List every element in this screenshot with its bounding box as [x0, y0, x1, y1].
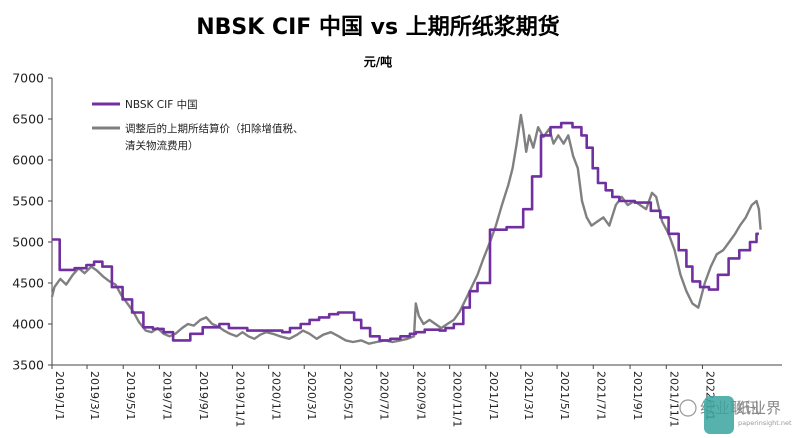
y-tick-label: 6500 — [12, 112, 44, 127]
series-line-nbsk — [52, 121, 759, 342]
x-tick-label: 2020/1/1 — [270, 371, 283, 420]
watermark-logo-text: 纸业界 — [736, 399, 781, 417]
y-tick-label: 4500 — [12, 276, 44, 291]
series-group — [50, 113, 762, 345]
x-tick-label: 2019/9/1 — [197, 371, 210, 420]
legend: NBSK CIF 中国 调整后的上期所结算价（扣除增值税、 清关物流费用） — [92, 98, 307, 152]
x-tick-label: 2021/11/1 — [667, 371, 680, 427]
series-line-shfe — [50, 113, 762, 345]
x-tick-label: 2019/11/1 — [233, 371, 246, 427]
watermark-url: paperinsight.net — [738, 419, 792, 427]
y-tick-label: 4000 — [12, 317, 44, 332]
y-tick-label: 5500 — [12, 194, 44, 209]
x-tick-label: 2020/9/1 — [414, 371, 427, 420]
chart-title: NBSK CIF 中国 vs 上期所纸浆期货 — [196, 14, 560, 40]
x-tick-label: 2021/9/1 — [631, 371, 644, 420]
x-tick-label: 2020/7/1 — [378, 371, 391, 420]
x-tick-label: 2019/3/1 — [88, 371, 101, 420]
watermark: 纸业联讯 纸业界 paperinsight.net — [679, 396, 792, 434]
x-tick-label: 2021/1/1 — [487, 371, 500, 420]
legend-label-shfe-line1: 调整后的上期所结算价（扣除增值税、 — [125, 122, 304, 135]
legend-label-shfe-line2: 清关物流费用） — [125, 139, 199, 152]
x-tick-label: 2021/5/1 — [558, 371, 571, 420]
wechat-icon — [679, 399, 697, 417]
x-tick-label: 2019/7/1 — [160, 371, 173, 420]
y-tick-label: 3500 — [12, 358, 44, 373]
legend-label-nbsk: NBSK CIF 中国 — [125, 98, 198, 111]
y-tick-label: 7000 — [12, 71, 44, 86]
x-tick-label: 2020/5/1 — [341, 371, 354, 420]
y-unit-label: 元/吨 — [364, 54, 392, 69]
watermark-logo-icon — [704, 396, 734, 434]
x-tick-label: 2019/5/1 — [124, 371, 137, 420]
y-tick-label: 6000 — [12, 153, 44, 168]
x-tick-label: 2019/1/1 — [53, 371, 66, 420]
x-tick-label: 2020/3/1 — [305, 371, 318, 420]
legend-label-shfe: 调整后的上期所结算价（扣除增值税、 清关物流费用） — [125, 122, 307, 152]
y-axis: 3500 4000 4500 5000 5500 6000 6500 7000 — [12, 71, 52, 373]
y-tick-label: 5000 — [12, 235, 44, 250]
x-tick-label: 2020/11/1 — [451, 371, 464, 427]
x-axis: 2019/1/1 2019/3/1 2019/5/1 2019/7/1 2019/9/1… — [51, 365, 716, 427]
x-tick-label: 2021/7/1 — [594, 371, 607, 420]
x-tick-label: 2021/3/1 — [522, 371, 535, 420]
